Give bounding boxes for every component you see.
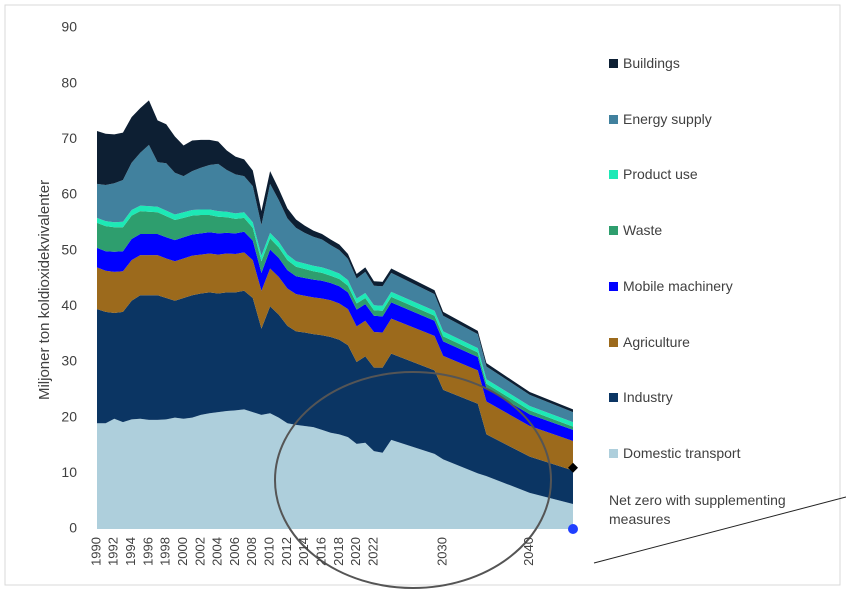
- x-tick-label: 1996: [140, 537, 155, 566]
- legend-item: Domestic transport: [609, 444, 740, 463]
- legend-swatch: [609, 393, 618, 403]
- frame: [4, 4, 841, 586]
- legend-label: Domestic transport: [623, 444, 741, 461]
- legend-item: Waste: [609, 221, 662, 240]
- legend-item: Product use: [609, 165, 698, 184]
- y-tick-label: 30: [61, 353, 77, 369]
- x-tick-label: 2002: [192, 537, 207, 566]
- legend-swatch: [609, 59, 618, 68]
- x-tick-label: 1994: [123, 537, 138, 566]
- plot-area: [97, 100, 573, 529]
- y-tick-label: 70: [61, 130, 77, 146]
- area: [97, 100, 573, 413]
- x-tick-label: 2014: [296, 537, 311, 566]
- y-tick-label: 20: [61, 408, 77, 424]
- y-tick-label: 60: [61, 186, 77, 202]
- x-tick-label: 2040: [521, 537, 536, 566]
- legend-item: Mobile machinery: [609, 277, 733, 296]
- legend-item: Buildings: [609, 54, 680, 73]
- x-tick-label: 2022: [365, 537, 380, 566]
- area: [97, 144, 573, 423]
- legend-item: Agriculture: [609, 333, 690, 352]
- legend-label: Energy supply: [623, 110, 712, 127]
- legend-label: Buildings: [623, 55, 680, 71]
- x-tick-label: 2012: [279, 537, 294, 566]
- y-tick-label: 10: [61, 464, 77, 480]
- area: [97, 252, 573, 471]
- legend-item: Net zero with supplementing measures: [609, 491, 839, 529]
- x-tick-label: 2020: [348, 537, 363, 566]
- legend-label: Agriculture: [623, 333, 690, 350]
- legend-label: Net zero with supplementing measures: [609, 491, 786, 527]
- legend-label: Mobile machinery: [623, 277, 733, 294]
- x-tick-label: 2030: [435, 537, 450, 566]
- x-tick-label: 2018: [331, 537, 346, 566]
- legend-swatch: [609, 170, 618, 180]
- x-tick-label: 2008: [244, 537, 259, 566]
- area: [97, 409, 573, 529]
- x-tick-label: 2000: [175, 537, 190, 566]
- net-zero-marker: [568, 462, 578, 473]
- y-tick-label: 40: [61, 297, 77, 313]
- legend-label: Industry: [623, 389, 673, 406]
- legend-swatch: [609, 337, 618, 347]
- net-zero-marker: [568, 524, 578, 534]
- x-tick-label: 1998: [158, 537, 173, 566]
- legend-item: Industry: [609, 388, 673, 407]
- legend-swatch: [609, 448, 618, 458]
- y-tick-label: 0: [69, 520, 77, 536]
- annotation-line: [593, 496, 846, 564]
- legend-swatch: [609, 226, 618, 236]
- legend-item: Energy supply: [609, 110, 712, 129]
- area: [97, 205, 573, 427]
- x-tick-label: 2016: [313, 537, 328, 566]
- legend-label: Product use: [623, 166, 698, 183]
- area: [97, 290, 573, 504]
- y-tick-label: 80: [61, 74, 77, 90]
- y-axis-label: Miljoner ton koldioxidekvivalenter: [36, 180, 53, 400]
- x-tick-label: 2010: [262, 537, 277, 566]
- x-tick-label: 2006: [227, 537, 242, 566]
- legend-swatch: [609, 281, 618, 291]
- legend-swatch: [609, 114, 618, 124]
- area: [97, 231, 573, 442]
- x-tick-label: 1992: [106, 537, 121, 566]
- y-tick-label: 90: [61, 19, 77, 35]
- area: [97, 211, 573, 430]
- x-tick-label: 2004: [210, 537, 225, 566]
- highlight-ellipse: [274, 371, 552, 589]
- legend-label: Waste: [623, 222, 663, 239]
- y-tick-label: 50: [61, 241, 77, 257]
- x-tick-label: 1990: [88, 537, 103, 566]
